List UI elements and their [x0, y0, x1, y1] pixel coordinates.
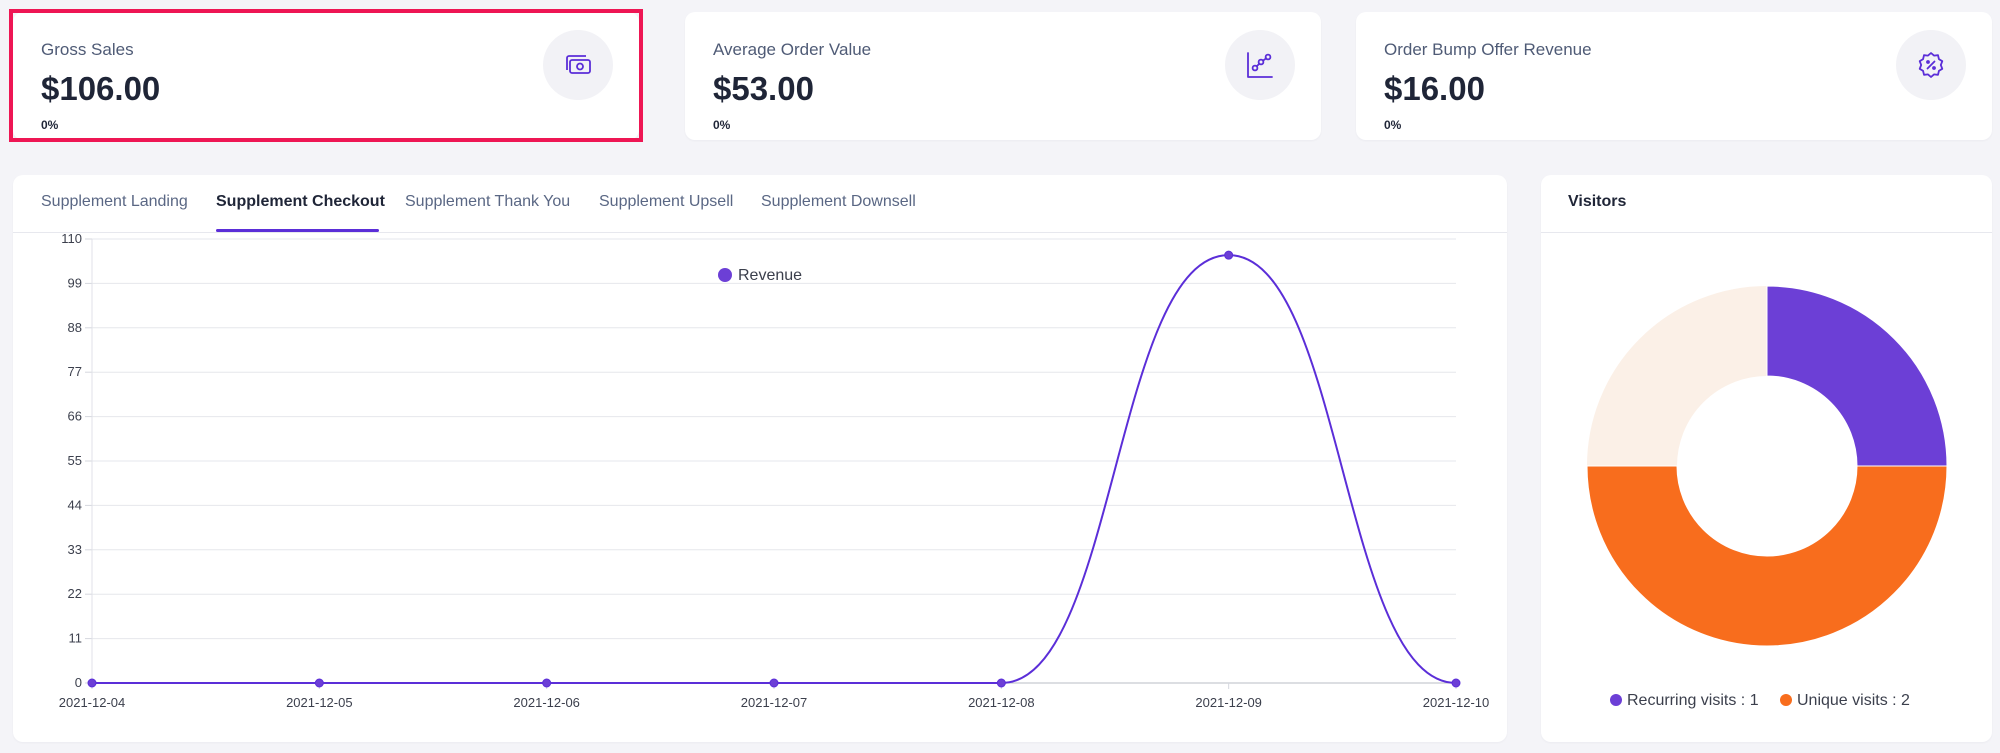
legend-marker [718, 268, 732, 282]
y-tick-label: 99 [68, 275, 82, 290]
money-icon [543, 30, 613, 100]
tab-supplement-thank-you[interactable]: Supplement Thank You [405, 193, 571, 210]
revenue-series-line [91, 254, 1457, 684]
x-tick-label: 2021-12-05 [286, 695, 353, 710]
chart-icon [1225, 30, 1295, 100]
y-tick-label: 44 [68, 497, 82, 512]
x-tick-label: 2021-12-10 [1423, 695, 1490, 710]
revenue-line-chart: 0 11 22 33 44 55 66 77 88 99 110 2021-12-04 2021-12-… [59, 232, 1490, 710]
discount-badge-icon [1896, 30, 1966, 100]
legend-marker [1780, 694, 1792, 706]
active-tab-indicator [216, 229, 379, 232]
revenue-data-point [542, 678, 552, 688]
donut-slice [1586, 465, 1948, 647]
y-tick-label: 110 [61, 232, 82, 246]
tab-supplement-checkout[interactable]: Supplement Checkout [216, 193, 385, 210]
revenue-data-point [996, 678, 1006, 688]
stat-title: Gross Sales [41, 40, 134, 59]
x-tick-label: 2021-12-08 [968, 695, 1035, 710]
y-tick-label: 66 [68, 409, 82, 424]
y-tick-label: 77 [68, 364, 82, 379]
donut-slice [1766, 285, 1948, 467]
x-tick-label: 2021-12-09 [1195, 695, 1262, 710]
visitors-header: Visitors [1541, 175, 1992, 233]
stat-change: 0% [41, 118, 59, 132]
stat-value: $106.00 [41, 70, 161, 107]
visitors-donut-chart: Recurring visits : 1 Unique visits : 2 [1586, 285, 1948, 709]
tab-supplement-landing[interactable]: Supplement Landing [41, 193, 188, 210]
y-tick-label: 88 [68, 320, 82, 335]
revenue-data-point [314, 678, 324, 688]
tab-supplement-upsell[interactable]: Supplement Upsell [599, 193, 734, 210]
y-tick-label: 11 [69, 631, 83, 646]
revenue-data-point [1224, 250, 1234, 260]
revenue-data-point [769, 678, 779, 688]
x-tick-label: 2021-12-04 [59, 695, 126, 710]
tab-supplement-downsell[interactable]: Supplement Downsell [761, 193, 916, 210]
stat-card-order-bump-revenue: Order Bump Offer Revenue $16.00 0% [1356, 12, 1992, 140]
visitors-card: Visitors Recurring visits : 1 Unique visi… [1541, 175, 1992, 742]
visitors-title: Visitors [1568, 193, 1627, 210]
stat-title: Order Bump Offer Revenue [1384, 40, 1592, 59]
legend-label: Recurring visits : 1 [1627, 692, 1759, 709]
tab-bar: Supplement Landing Supplement Checkout S… [13, 175, 1507, 233]
y-tick-label: 22 [68, 586, 82, 601]
y-tick-label: 33 [68, 542, 82, 557]
chart-card: Supplement Landing Supplement Checkout S… [13, 175, 1507, 742]
x-tick-label: 2021-12-07 [741, 695, 808, 710]
stat-change: 0% [713, 118, 731, 132]
revenue-data-point [1451, 678, 1461, 688]
stat-card-average-order-value: Average Order Value $53.00 0% [685, 12, 1321, 140]
legend-label: Revenue [738, 267, 802, 284]
stat-value: $16.00 [1384, 70, 1485, 107]
stat-card-gross-sales: Gross Sales $106.00 0% [13, 12, 639, 140]
legend-marker [1610, 694, 1622, 706]
y-tick-label: 55 [68, 453, 82, 468]
revenue-data-point [87, 678, 97, 688]
x-tick-label: 2021-12-06 [513, 695, 580, 710]
stat-value: $53.00 [713, 70, 814, 107]
stat-change: 0% [1384, 118, 1402, 132]
y-tick-label: 0 [75, 675, 82, 690]
legend-label: Unique visits : 2 [1797, 692, 1910, 709]
stat-title: Average Order Value [713, 40, 872, 59]
